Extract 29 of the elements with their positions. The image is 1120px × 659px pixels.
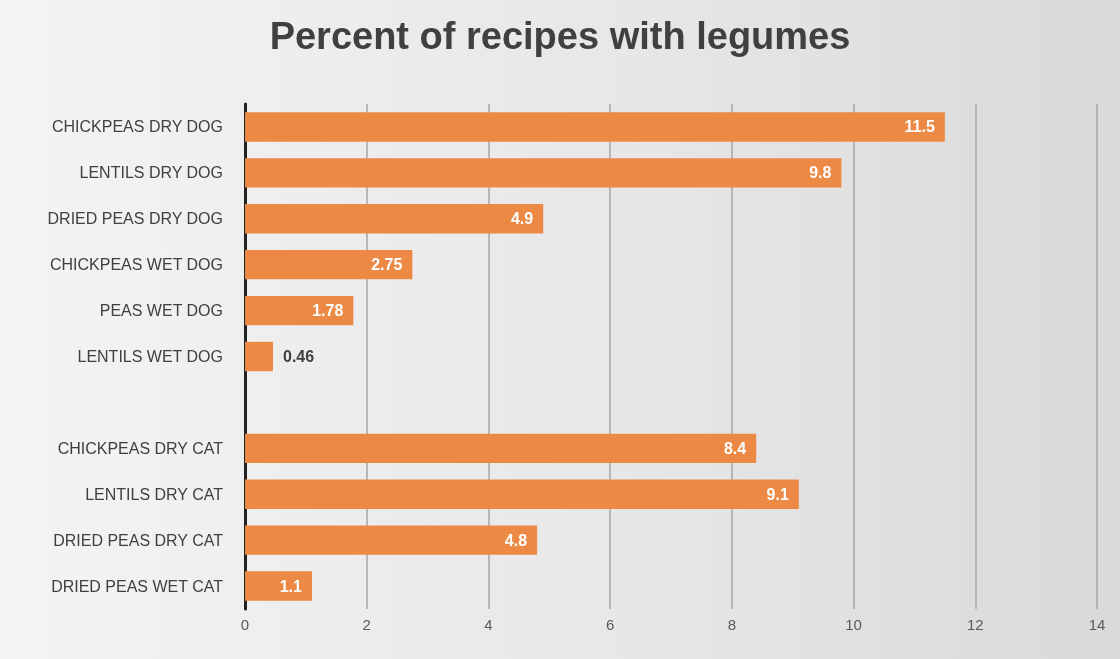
y-tick-label: LENTILS WET DOG <box>77 348 223 365</box>
data-label: 9.1 <box>766 485 789 503</box>
data-label: 2.75 <box>371 256 403 274</box>
y-tick-label: DRIED PEAS WET CAT <box>51 577 224 595</box>
x-tick-label: 10 <box>845 616 862 633</box>
y-tick-label: LENTILS DRY CAT <box>85 485 224 503</box>
x-tick-label: 6 <box>605 616 615 633</box>
y-tick-label: DRIED PEAS DRY CAT <box>53 531 224 549</box>
data-label: 11.5 <box>904 118 935 136</box>
y-tick-label: CHICKPEAS WET DOG <box>49 256 223 274</box>
y-tick-label: CHICKPEAS DRY CAT <box>57 439 224 457</box>
data-label: 1.78 <box>312 302 344 320</box>
x-tick-label: 8 <box>727 616 737 633</box>
data-label: 1.1 <box>279 577 303 595</box>
data-label: 9.8 <box>809 164 832 182</box>
y-tick-label: CHICKPEAS DRY DOG <box>51 118 223 136</box>
data-label: 4.9 <box>510 210 534 228</box>
data-label: 8.4 <box>723 439 747 457</box>
x-tick-label: 12 <box>966 616 984 633</box>
x-tick-label: 2 <box>362 616 371 633</box>
x-tick-label: 0 <box>240 616 250 633</box>
x-tick-label: 14 <box>1088 616 1106 633</box>
data-label: 4.8 <box>504 531 528 549</box>
y-tick-label: LENTILS DRY DOG <box>79 164 223 182</box>
data-label: 0.46 <box>282 348 315 365</box>
y-tick-label: DRIED PEAS DRY DOG <box>47 210 223 228</box>
chart-title: Percent of recipes with legumes <box>269 15 851 57</box>
x-tick-label: 4 <box>484 616 493 633</box>
y-tick-label: PEAS WET DOG <box>99 302 223 320</box>
